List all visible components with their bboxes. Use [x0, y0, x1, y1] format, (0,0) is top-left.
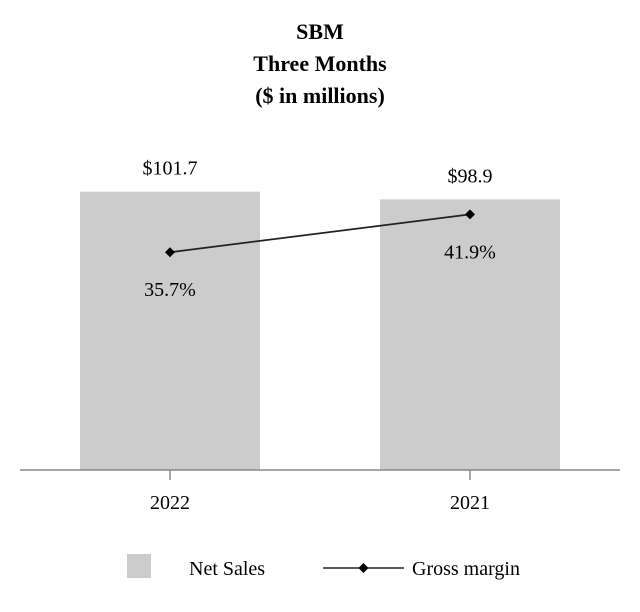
gross-margin-label-2021: 41.9%	[444, 241, 496, 263]
legend-label-gross-margin: Gross margin	[412, 558, 520, 580]
bars-group	[80, 191, 560, 470]
gross-margin-series	[165, 209, 475, 258]
chart-title-line-1: SBM	[296, 19, 344, 44]
legend-label-net-sales: Net Sales	[189, 558, 265, 580]
bar-labels-group: $101.7 $98.9	[143, 158, 493, 188]
x-tick-label-2021: 2021	[450, 492, 490, 514]
bar-net-sales-2022	[80, 191, 260, 470]
bar-net-sales-2021	[380, 199, 560, 470]
gross-margin-label-2022: 35.7%	[144, 279, 196, 301]
gross-margin-marker-2022	[165, 247, 175, 258]
chart-title-line-2: Three Months	[253, 51, 387, 76]
legend: Net Sales Gross margin	[127, 554, 520, 580]
legend-swatch-marker-gross-margin	[358, 563, 369, 573]
bar-label-2022: $101.7	[143, 158, 198, 180]
legend-swatch-net-sales	[127, 554, 151, 578]
gross-margin-marker-2021	[465, 209, 475, 220]
chart-title: SBM Three Months ($ in millions)	[0, 16, 640, 112]
chart-title-line-3: ($ in millions)	[255, 83, 385, 108]
x-ticks-group: 2022 2021	[150, 470, 490, 514]
gross-margin-labels-group: 35.7% 41.9%	[144, 241, 496, 301]
bar-label-2021: $98.9	[448, 165, 493, 187]
x-tick-label-2022: 2022	[150, 492, 190, 514]
gross-margin-line	[169, 213, 471, 254]
